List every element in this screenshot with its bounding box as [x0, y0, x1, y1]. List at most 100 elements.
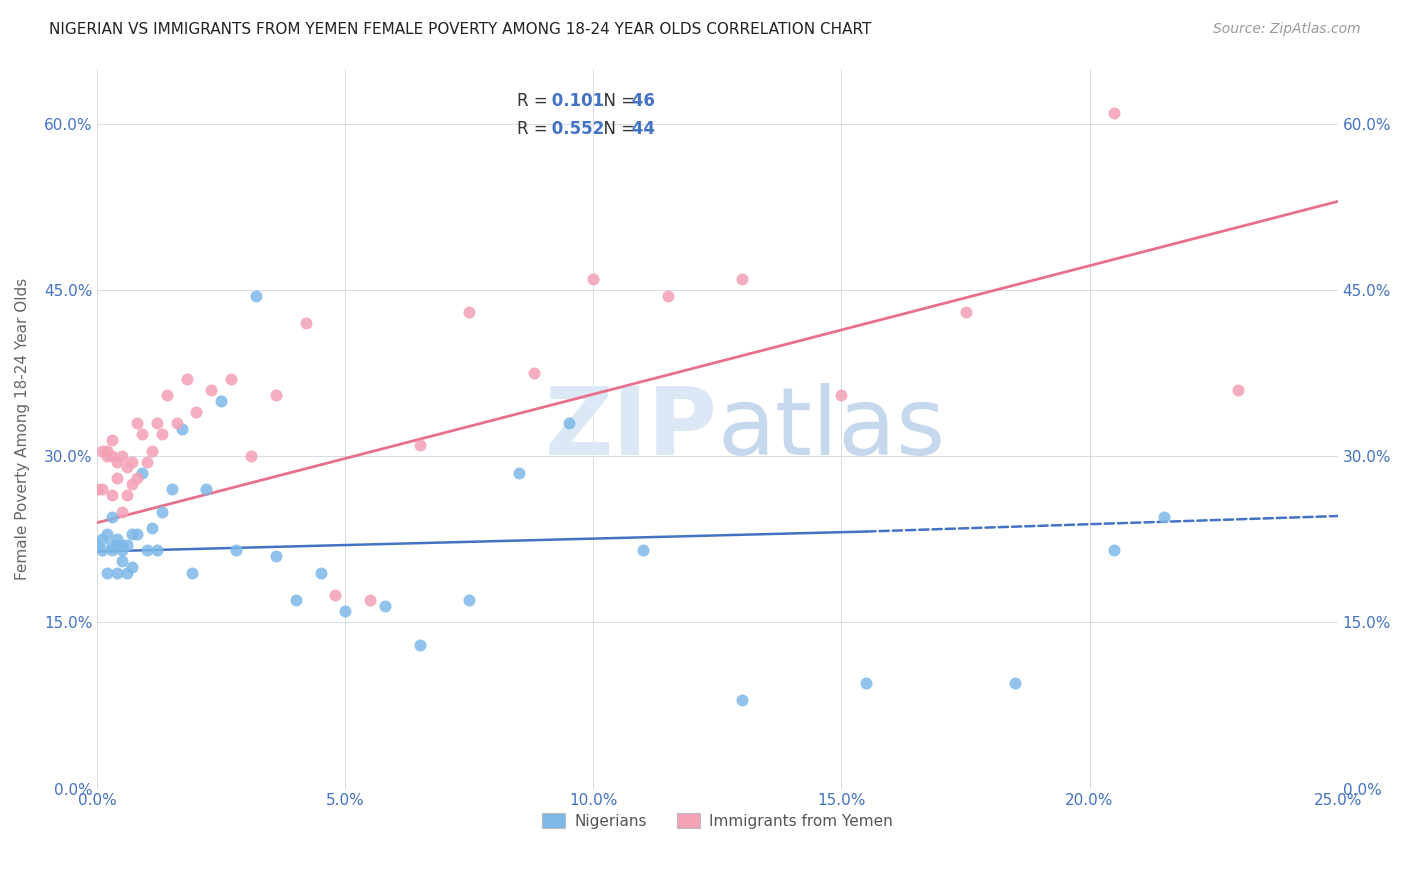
Point	[121, 560, 143, 574]
Point	[101, 449, 124, 463]
Text: 46: 46	[626, 92, 655, 110]
Text: 0.101: 0.101	[547, 92, 605, 110]
Point	[125, 471, 148, 485]
Point	[111, 538, 134, 552]
Point	[141, 521, 163, 535]
Point	[111, 505, 134, 519]
Point	[186, 405, 208, 419]
Point	[96, 443, 118, 458]
Point	[170, 421, 193, 435]
Point	[195, 483, 218, 497]
Point	[121, 455, 143, 469]
Point	[91, 443, 114, 458]
Point	[105, 455, 128, 469]
Point	[131, 427, 153, 442]
Point	[146, 543, 169, 558]
Point	[91, 543, 114, 558]
Point	[830, 388, 852, 402]
Point	[225, 543, 247, 558]
Point	[264, 388, 287, 402]
Point	[240, 449, 263, 463]
Point	[284, 593, 307, 607]
Point	[111, 543, 134, 558]
Point	[1104, 105, 1126, 120]
Point	[209, 393, 232, 408]
Point	[91, 483, 114, 497]
Point	[582, 272, 605, 286]
Text: N =: N =	[593, 92, 641, 110]
Text: ZIP: ZIP	[544, 383, 717, 475]
Point	[135, 543, 157, 558]
Text: 44: 44	[626, 120, 655, 138]
Point	[105, 538, 128, 552]
Y-axis label: Female Poverty Among 18-24 Year Olds: Female Poverty Among 18-24 Year Olds	[15, 277, 30, 580]
Point	[1153, 510, 1175, 524]
Text: 0.552: 0.552	[547, 120, 605, 138]
Point	[508, 466, 530, 480]
Point	[523, 366, 546, 380]
Point	[458, 593, 481, 607]
Point	[125, 526, 148, 541]
Point	[111, 449, 134, 463]
Point	[335, 604, 357, 618]
Point	[200, 383, 222, 397]
Point	[245, 288, 267, 302]
Point	[111, 554, 134, 568]
Point	[166, 416, 188, 430]
Point	[101, 543, 124, 558]
Point	[458, 305, 481, 319]
Point	[131, 466, 153, 480]
Point	[264, 549, 287, 563]
Point	[101, 433, 124, 447]
Point	[105, 471, 128, 485]
Point	[121, 526, 143, 541]
Point	[325, 588, 347, 602]
Point	[160, 483, 183, 497]
Point	[150, 427, 173, 442]
Point	[1227, 383, 1250, 397]
Text: NIGERIAN VS IMMIGRANTS FROM YEMEN FEMALE POVERTY AMONG 18-24 YEAR OLDS CORRELATI: NIGERIAN VS IMMIGRANTS FROM YEMEN FEMALE…	[49, 22, 872, 37]
Point	[409, 638, 432, 652]
Point	[105, 566, 128, 580]
Point	[955, 305, 977, 319]
Point	[156, 388, 179, 402]
Point	[96, 566, 118, 580]
Text: R =: R =	[516, 92, 553, 110]
Point	[219, 372, 242, 386]
Point	[731, 693, 754, 707]
Point	[115, 460, 138, 475]
Point	[141, 443, 163, 458]
Point	[1004, 676, 1026, 690]
Legend: Nigerians, Immigrants from Yemen: Nigerians, Immigrants from Yemen	[536, 806, 898, 835]
Point	[115, 566, 138, 580]
Point	[855, 676, 877, 690]
Point	[409, 438, 432, 452]
Point	[101, 538, 124, 552]
Point	[121, 476, 143, 491]
Point	[86, 483, 108, 497]
Point	[631, 543, 654, 558]
Point	[101, 488, 124, 502]
Point	[146, 416, 169, 430]
Point	[96, 449, 118, 463]
Point	[125, 416, 148, 430]
Point	[557, 416, 579, 430]
Point	[180, 566, 202, 580]
Point	[91, 533, 114, 547]
Point	[294, 316, 316, 330]
Point	[135, 455, 157, 469]
Point	[1104, 543, 1126, 558]
Text: R =: R =	[516, 120, 553, 138]
Point	[731, 272, 754, 286]
Point	[105, 533, 128, 547]
Point	[374, 599, 396, 613]
Text: atlas: atlas	[717, 383, 946, 475]
Text: Source: ZipAtlas.com: Source: ZipAtlas.com	[1213, 22, 1361, 37]
Point	[115, 538, 138, 552]
Point	[86, 538, 108, 552]
Point	[115, 488, 138, 502]
Point	[359, 593, 381, 607]
Point	[150, 505, 173, 519]
Point	[657, 288, 679, 302]
Point	[309, 566, 332, 580]
